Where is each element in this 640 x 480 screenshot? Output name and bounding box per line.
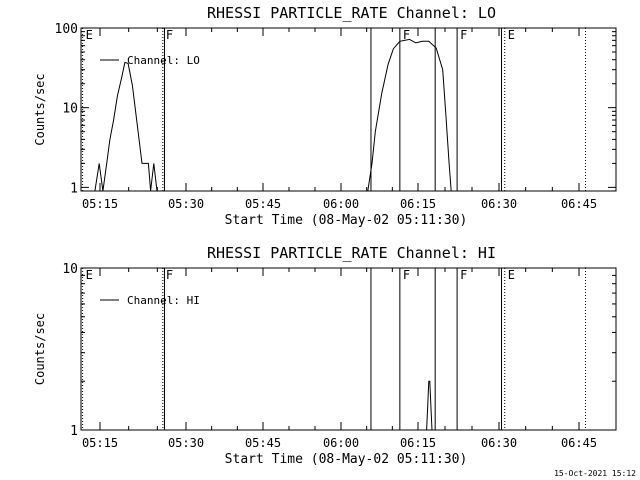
x-tick-label: 05:30 xyxy=(168,436,204,450)
event-marker-label: F xyxy=(166,28,173,42)
x-tick-label: 05:45 xyxy=(245,436,281,450)
x-tick-label: 06:15 xyxy=(400,197,436,211)
y-axis-label: Counts/sec xyxy=(33,73,47,145)
event-marker-label: E xyxy=(86,28,93,42)
x-axis-label: Start Time (08-May-02 05:11:30) xyxy=(225,452,468,467)
y-tick-label: 10 xyxy=(62,102,78,117)
event-marker-label: E xyxy=(508,28,515,42)
event-marker-label: F xyxy=(403,28,410,42)
x-tick-label: 06:15 xyxy=(400,436,436,450)
legend-label: Channel: HI xyxy=(127,294,200,307)
plot-frame xyxy=(80,267,617,431)
legend-label: Channel: LO xyxy=(127,54,200,67)
series-line xyxy=(426,380,433,431)
x-tick-label: 05:45 xyxy=(245,197,281,211)
y-tick-label: 100 xyxy=(55,22,78,37)
event-marker-label: F xyxy=(460,28,467,42)
footer-timestamp: 15-Oct-2021 15:12 xyxy=(554,469,636,478)
series-line xyxy=(94,38,454,192)
plot-frame xyxy=(80,27,617,192)
chart-title: RHESSI PARTICLE_RATE Channel: LO xyxy=(207,4,496,22)
x-tick-label: 06:30 xyxy=(481,436,517,450)
event-marker-label: E xyxy=(508,268,515,282)
x-tick-label: 06:00 xyxy=(323,436,359,450)
y-axis-label: Counts/sec xyxy=(33,313,47,385)
x-tick-label: 05:30 xyxy=(168,197,204,211)
x-tick-label: 06:45 xyxy=(561,436,597,450)
x-tick-label: 05:15 xyxy=(82,436,118,450)
y-tick-label: 1 xyxy=(70,181,78,196)
event-marker-label: F xyxy=(460,268,467,282)
y-tick-label: 10 xyxy=(62,262,78,277)
x-tick-label: 06:30 xyxy=(481,197,517,211)
y-tick-label: 1 xyxy=(70,424,78,439)
event-marker-label: F xyxy=(403,268,410,282)
x-tick-label: 06:00 xyxy=(323,197,359,211)
event-marker-label: F xyxy=(166,268,173,282)
event-marker-label: E xyxy=(86,268,93,282)
x-axis-label: Start Time (08-May-02 05:11:30) xyxy=(225,213,468,228)
chart-title: RHESSI PARTICLE_RATE Channel: HI xyxy=(207,244,496,262)
x-tick-label: 06:45 xyxy=(561,197,597,211)
x-tick-label: 05:15 xyxy=(82,197,118,211)
